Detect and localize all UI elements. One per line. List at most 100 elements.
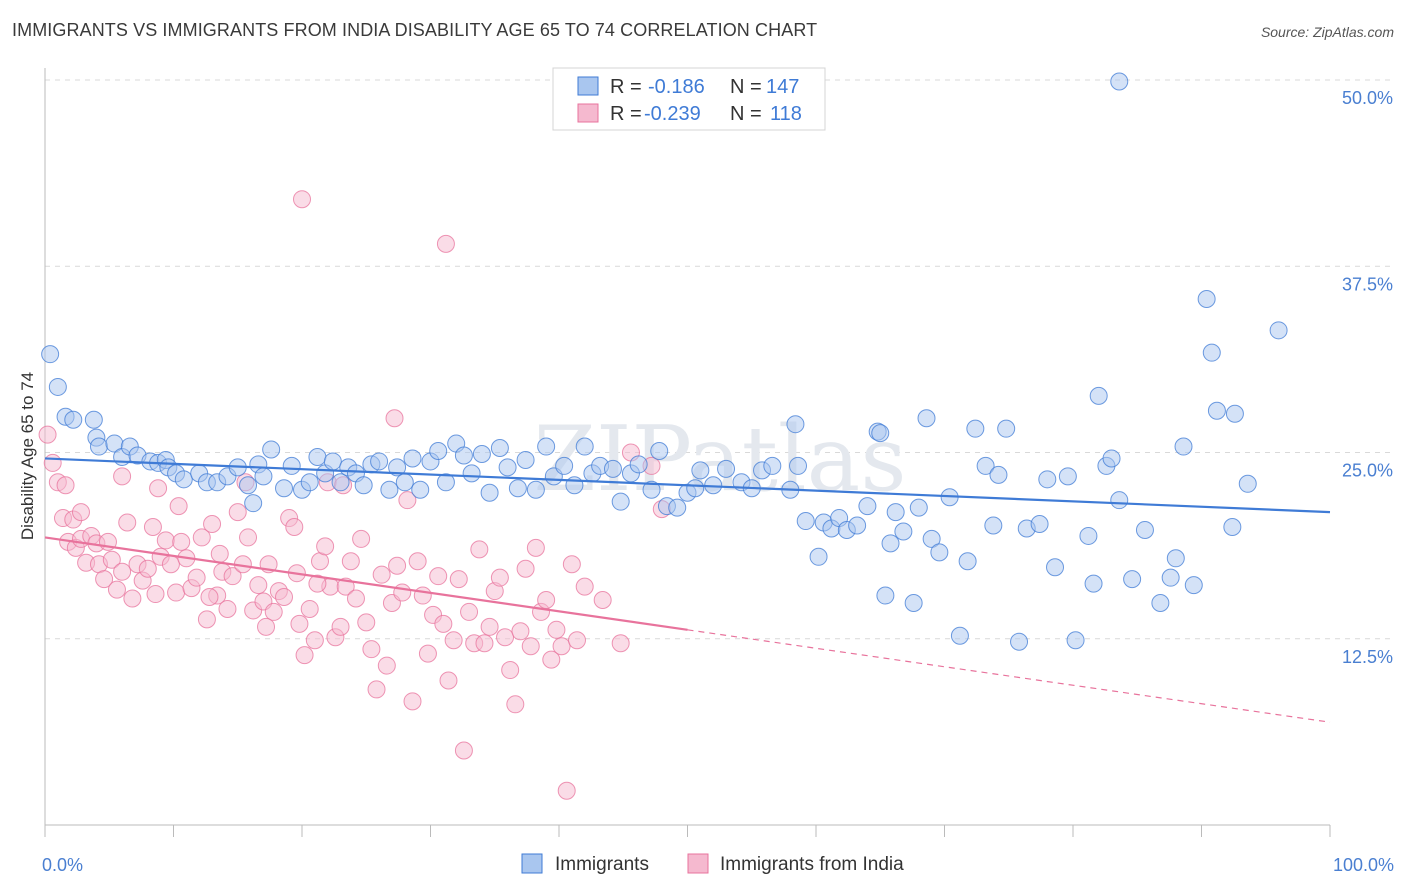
legend-n-value-2: 118 (770, 103, 802, 125)
legend-n-label-2: N = (730, 103, 762, 125)
immigrants-point (1110, 491, 1129, 510)
legend-r-label-2: R = (610, 103, 642, 125)
immigrants-point (1184, 576, 1203, 595)
immigrants-point (789, 456, 808, 475)
immigrants-point (1223, 518, 1242, 536)
india-point (107, 580, 126, 599)
india-point (398, 491, 417, 510)
india-point (552, 637, 571, 656)
immigrants-point (894, 522, 913, 541)
india-point (331, 617, 350, 636)
immigrants-point (904, 593, 923, 612)
india-point (521, 637, 540, 656)
india-point (547, 620, 566, 639)
india-point (102, 550, 121, 569)
india-point (434, 614, 453, 633)
immigrants-point (508, 479, 527, 498)
india-point (56, 476, 75, 495)
immigrants-point (1161, 568, 1180, 587)
india-point (567, 631, 586, 650)
india-point (95, 570, 114, 589)
chart-title: IMMIGRANTS VS IMMIGRANTS FROM INDIA DISA… (12, 20, 818, 40)
india-point (249, 576, 268, 595)
bottom-legend-swatch-immigrants (521, 853, 543, 874)
immigrants-point (275, 479, 294, 498)
india-point (305, 631, 324, 650)
legend-r-label-1: R = (610, 76, 642, 98)
india-point (449, 570, 468, 589)
india-point (537, 591, 556, 610)
immigrants-point (809, 547, 828, 566)
india-point (501, 661, 520, 680)
immigrants-point (642, 480, 661, 499)
india-point (192, 528, 211, 547)
immigrants-point (174, 470, 193, 489)
grid (45, 79, 1392, 640)
x-tick-label-min: 0.0% (42, 855, 83, 875)
india-point (393, 583, 412, 602)
immigrants-point (1102, 449, 1121, 468)
trend-line-immigrants (44, 457, 1331, 514)
immigrants-point (575, 437, 594, 456)
trend-lines (44, 457, 1331, 723)
india-point (316, 537, 335, 556)
india-point (113, 467, 132, 486)
india-point (352, 529, 371, 548)
india-point (475, 634, 494, 653)
immigrants-point (958, 552, 977, 571)
india-point (285, 518, 304, 536)
india-point (372, 565, 391, 584)
india-point (138, 559, 157, 578)
x-tick-label-max: 100.0% (1333, 855, 1394, 875)
immigrants-point (516, 450, 535, 469)
y-tick-label-2: 37.5% (1342, 274, 1393, 294)
immigrants-point (603, 459, 622, 478)
india-point (362, 640, 381, 659)
india-point (575, 577, 594, 596)
y-tick-label-1: 25.0% (1342, 461, 1393, 481)
immigrants-point (254, 467, 273, 486)
india-point (187, 568, 206, 587)
india-point (454, 741, 473, 760)
immigrants-point (871, 424, 890, 443)
immigrants-point (1123, 570, 1142, 589)
trend-line-india (44, 536, 688, 631)
series-india-points (38, 190, 671, 800)
immigrants-point (84, 410, 103, 429)
india-point (418, 644, 437, 663)
source-label: Source: ZipAtlas.com (1260, 24, 1394, 40)
india-point (200, 588, 219, 607)
y-tick-label-3: 50.0% (1342, 88, 1393, 108)
immigrants-point (976, 456, 995, 475)
immigrants-point (848, 516, 867, 535)
immigrants-point (537, 437, 556, 456)
india-point (506, 695, 525, 714)
india-point (300, 599, 319, 618)
india-point (388, 556, 407, 575)
immigrants-point (1269, 321, 1288, 340)
immigrants-point (300, 473, 319, 492)
immigrants-point (1079, 526, 1098, 545)
legend-n-value-1: 147 (766, 76, 799, 98)
india-point (341, 552, 360, 571)
immigrants-point (480, 483, 499, 502)
india-point (149, 479, 168, 498)
immigrants-point (1046, 558, 1065, 577)
india-point (218, 599, 237, 618)
immigrants-point (909, 498, 928, 517)
immigrants-point (650, 442, 669, 461)
immigrants-point (1202, 343, 1221, 362)
immigrants-point (763, 456, 782, 475)
immigrants-point (629, 455, 648, 474)
india-point (308, 574, 327, 593)
immigrants-point (984, 516, 1003, 535)
immigrants-point (1058, 467, 1077, 486)
immigrants-point (239, 476, 258, 495)
india-point (156, 531, 175, 550)
immigrants-point (1238, 474, 1257, 493)
india-point (542, 650, 561, 669)
india-point (43, 453, 62, 472)
immigrants-point (89, 437, 108, 456)
immigrants-point (989, 465, 1008, 484)
